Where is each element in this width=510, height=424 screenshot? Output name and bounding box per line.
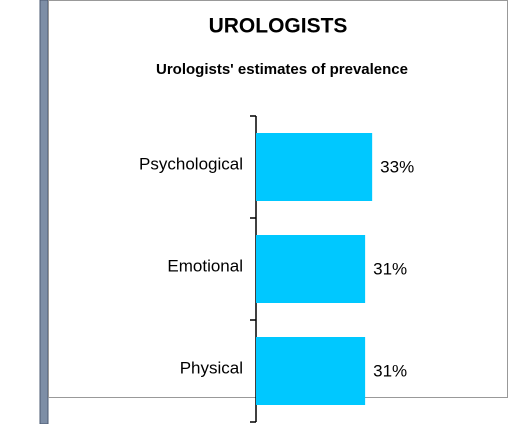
- value-label: 31%: [373, 259, 407, 278]
- category-label: Physical: [180, 358, 243, 377]
- chart-title: UROLOGISTS: [209, 15, 348, 38]
- left-border: [39, 0, 49, 424]
- bar: [256, 235, 366, 303]
- value-label: 31%: [373, 361, 407, 380]
- category-label: Emotional: [167, 256, 243, 275]
- value-label: 33%: [380, 157, 414, 176]
- category-label: Psychological: [139, 154, 243, 173]
- bar: [256, 133, 373, 201]
- chart-subtitle: Urologists' estimates of prevalence: [156, 61, 408, 78]
- bar: [256, 337, 366, 405]
